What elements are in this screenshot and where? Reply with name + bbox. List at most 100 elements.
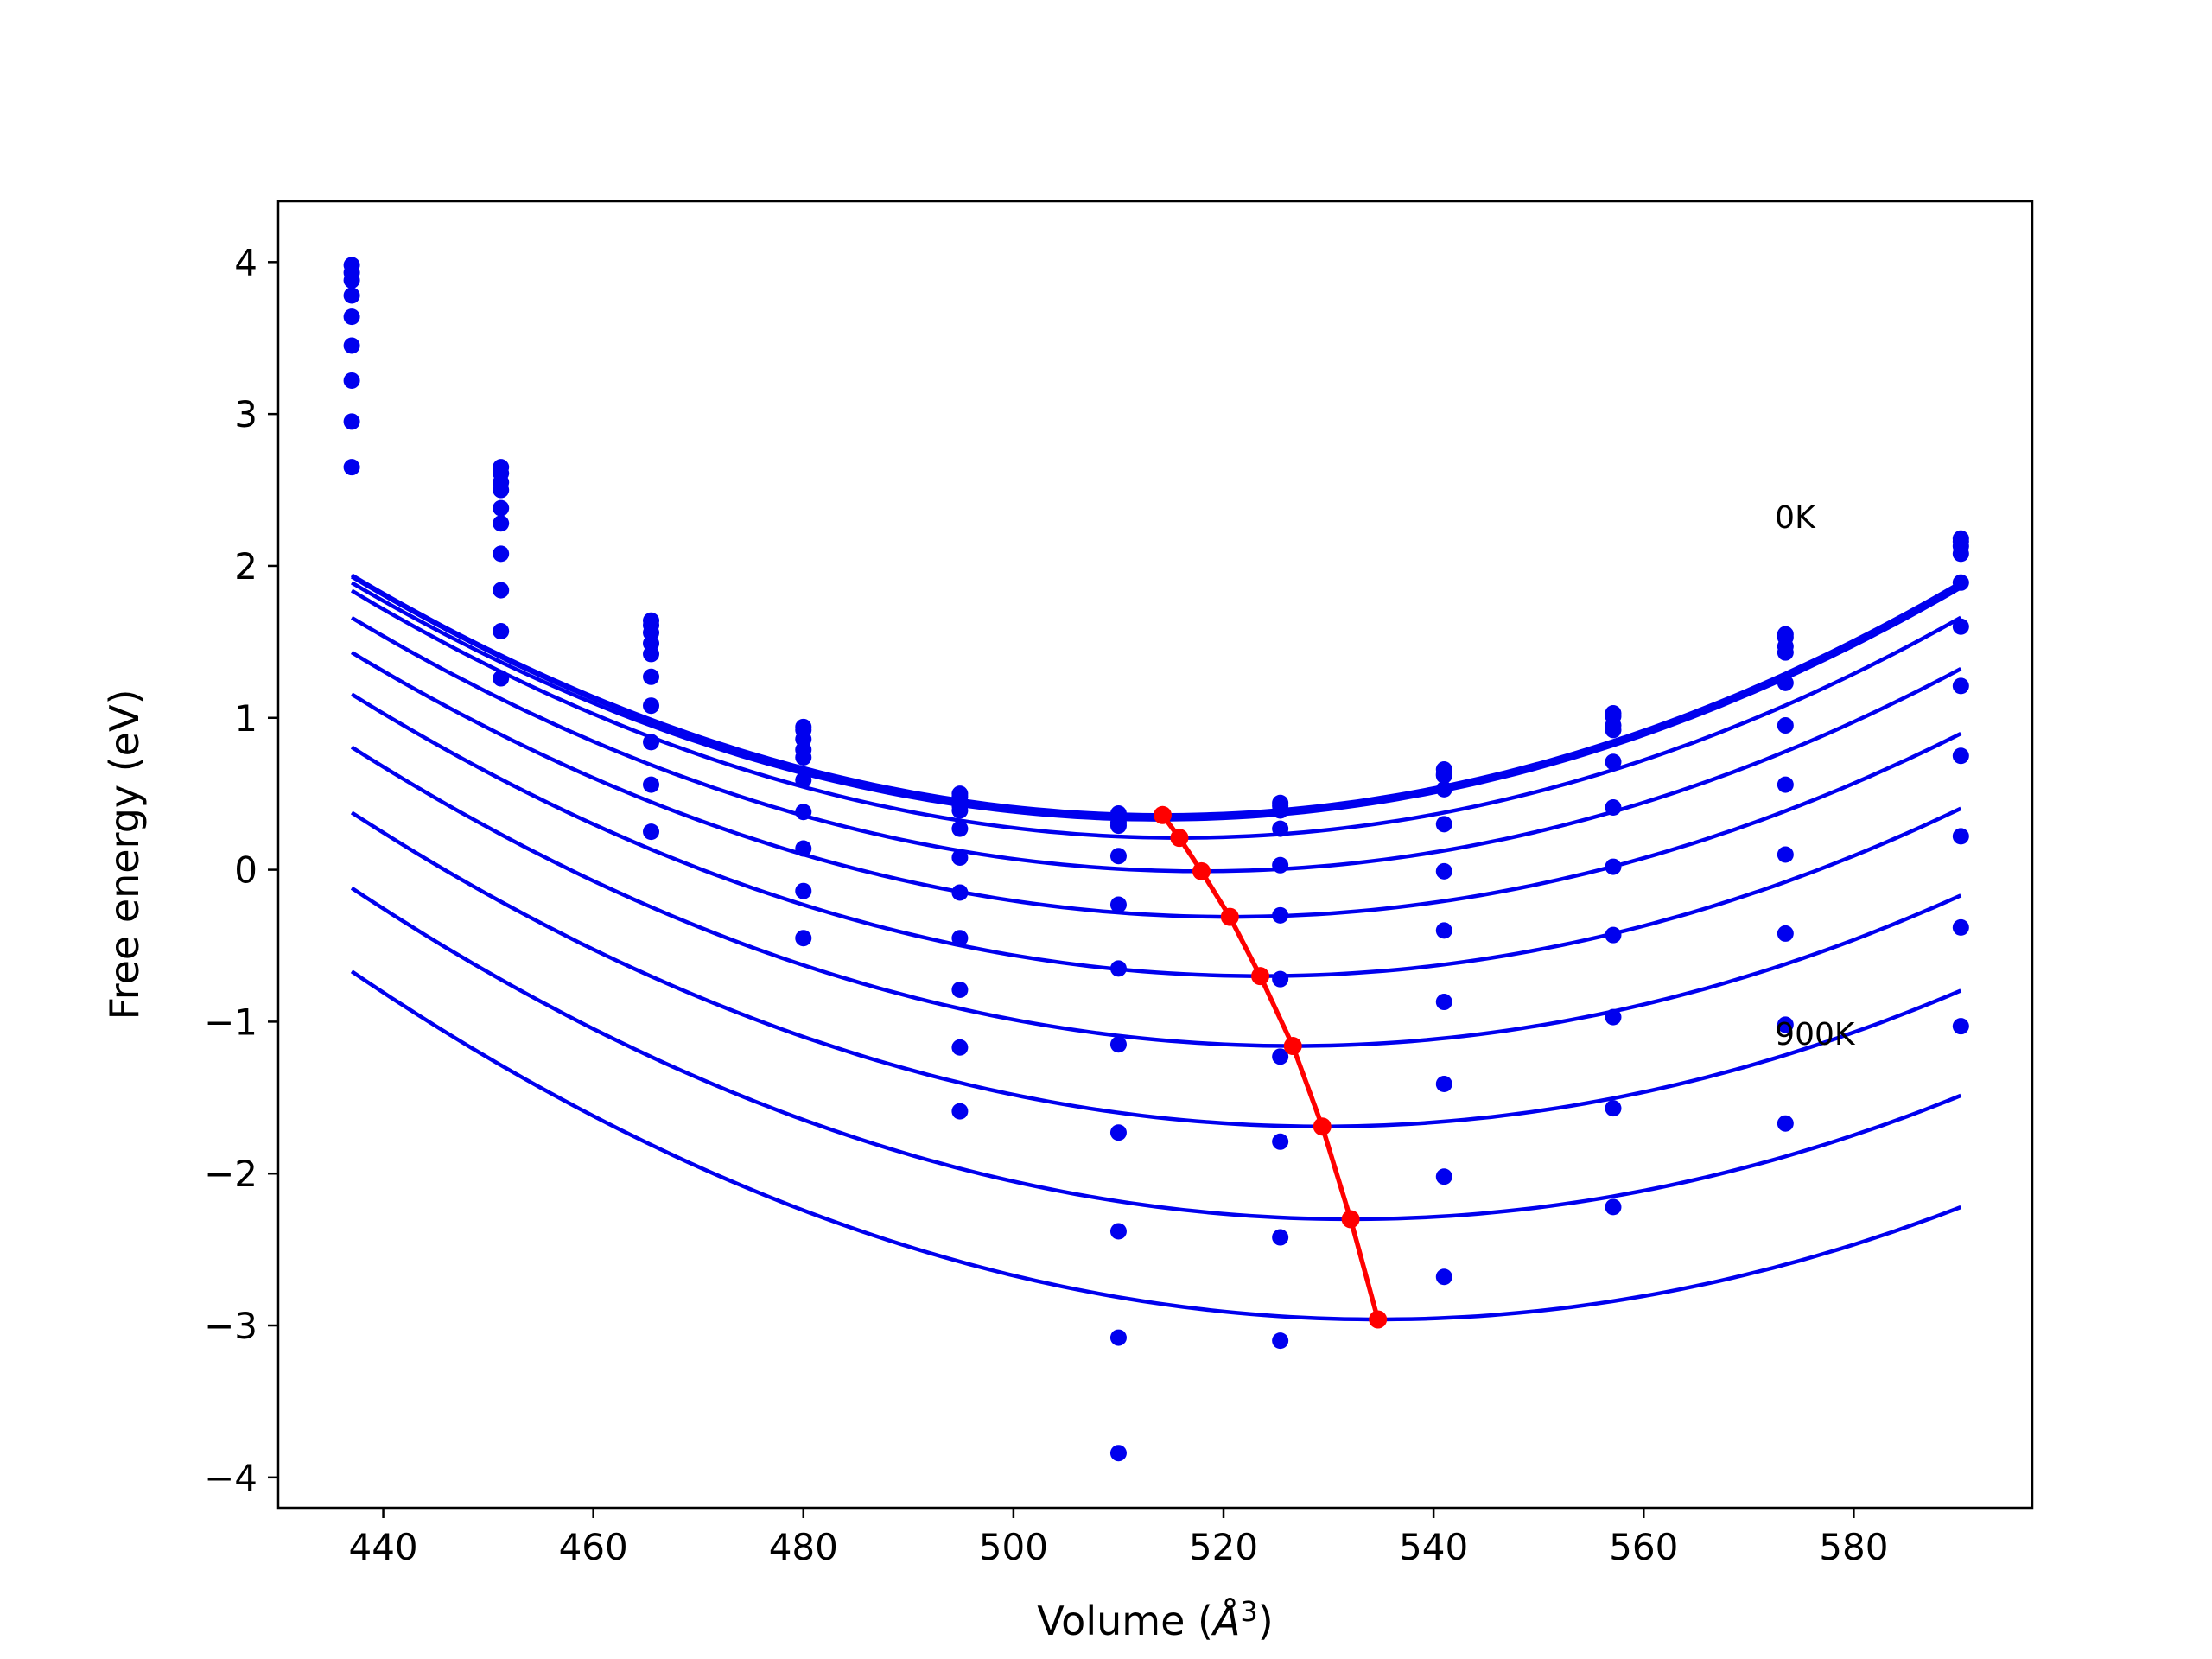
minimum-point (1251, 967, 1270, 986)
data-point (1777, 925, 1794, 942)
data-point (1272, 1229, 1289, 1246)
minimum-point (1192, 861, 1211, 880)
data-point (1952, 747, 1969, 765)
data-point (1109, 1124, 1127, 1141)
y-tick-label: 2 (234, 545, 257, 588)
data-point (493, 545, 510, 563)
data-point (951, 802, 969, 819)
data-point (1109, 1223, 1127, 1240)
fit-curve-4 (350, 615, 1962, 874)
data-point (493, 481, 510, 499)
data-point (1435, 816, 1452, 833)
data-point (1109, 814, 1127, 831)
data-point (493, 499, 510, 517)
minimum-point (1170, 829, 1189, 848)
data-point (343, 459, 360, 476)
data-point (1435, 780, 1452, 798)
data-point (1777, 1016, 1794, 1033)
data-point (1777, 1115, 1794, 1132)
x-axis-label: Volume (Å3) (1037, 1595, 1273, 1644)
data-point (1952, 545, 1969, 563)
x-tick-label: 460 (559, 1526, 628, 1568)
data-point (643, 734, 660, 751)
data-point (1777, 674, 1794, 691)
data-point (1272, 802, 1289, 819)
data-point (1272, 820, 1289, 837)
fit-curve-8 (350, 810, 1962, 1128)
x-tick-label: 580 (1819, 1526, 1888, 1568)
x-axis-label-sup: 3 (1240, 1595, 1257, 1628)
data-point (1272, 1332, 1289, 1350)
data-point (1605, 858, 1622, 875)
data-point (1952, 1018, 1969, 1035)
x-axis-label-close: ) (1258, 1598, 1274, 1644)
data-point (1605, 753, 1622, 771)
data-point (1109, 848, 1127, 865)
data-point (1435, 1168, 1452, 1185)
x-tick-label: 500 (979, 1526, 1048, 1568)
fit-curve-7 (350, 745, 1962, 1048)
data-point (1952, 828, 1969, 845)
data-point (1605, 721, 1622, 739)
annotation-900k: 900K (1775, 1017, 1856, 1052)
x-tick-label: 560 (1609, 1526, 1678, 1568)
data-point (951, 981, 969, 998)
y-axis-label: Free energy (eV) (101, 690, 148, 1020)
fit-curve-5 (350, 651, 1962, 919)
y-axis-ticks: 4 3 2 1 0 −1 −2 −3 −4 (204, 241, 278, 1499)
data-point (1435, 994, 1452, 1011)
data-point (1435, 767, 1452, 785)
data-point (951, 1103, 969, 1120)
y-tick-label: −3 (204, 1305, 257, 1347)
minimum-point (1369, 1310, 1388, 1329)
data-point (1435, 1075, 1452, 1092)
data-point (343, 308, 360, 326)
data-point (1777, 644, 1794, 661)
data-point (1109, 960, 1127, 977)
data-point (643, 823, 660, 841)
data-point (1777, 717, 1794, 734)
x-tick-label: 540 (1399, 1526, 1468, 1568)
data-point (493, 515, 510, 532)
data-point (795, 930, 812, 947)
x-tick-label: 520 (1189, 1526, 1258, 1568)
data-point (1109, 1329, 1127, 1346)
fit-curve-3 (350, 588, 1962, 840)
data-point (1952, 918, 1969, 936)
data-point (1605, 798, 1622, 816)
minimum-point (1220, 907, 1239, 926)
y-tick-label: 3 (234, 393, 257, 435)
data-point (1435, 922, 1452, 939)
data-point (343, 287, 360, 304)
data-point (343, 337, 360, 354)
minimum-point (1154, 805, 1173, 824)
fit-curves (350, 573, 1962, 1322)
data-point (643, 776, 660, 793)
data-point (493, 670, 510, 687)
data-point (1109, 1445, 1127, 1462)
data-point (951, 884, 969, 901)
data-point (1272, 1133, 1289, 1150)
minimum-point (1341, 1210, 1360, 1229)
data-point (795, 840, 812, 857)
data-point (951, 820, 969, 837)
fit-curve-10 (350, 969, 1962, 1322)
data-point (343, 413, 360, 430)
data-point (1952, 574, 1969, 591)
data-point (493, 582, 510, 599)
data-points (343, 257, 1969, 1462)
data-point (1435, 1268, 1452, 1286)
data-point (1272, 856, 1289, 874)
x-tick-label: 480 (769, 1526, 838, 1568)
data-point (951, 849, 969, 867)
data-point (951, 930, 969, 947)
minimum-point (1283, 1037, 1302, 1056)
data-point (951, 1039, 969, 1056)
minimum-path (1154, 805, 1388, 1329)
x-tick-label: 440 (348, 1526, 417, 1568)
data-point (643, 645, 660, 663)
data-point (1272, 906, 1289, 924)
data-point (1109, 1036, 1127, 1053)
data-point (795, 748, 812, 766)
data-point (1777, 846, 1794, 863)
